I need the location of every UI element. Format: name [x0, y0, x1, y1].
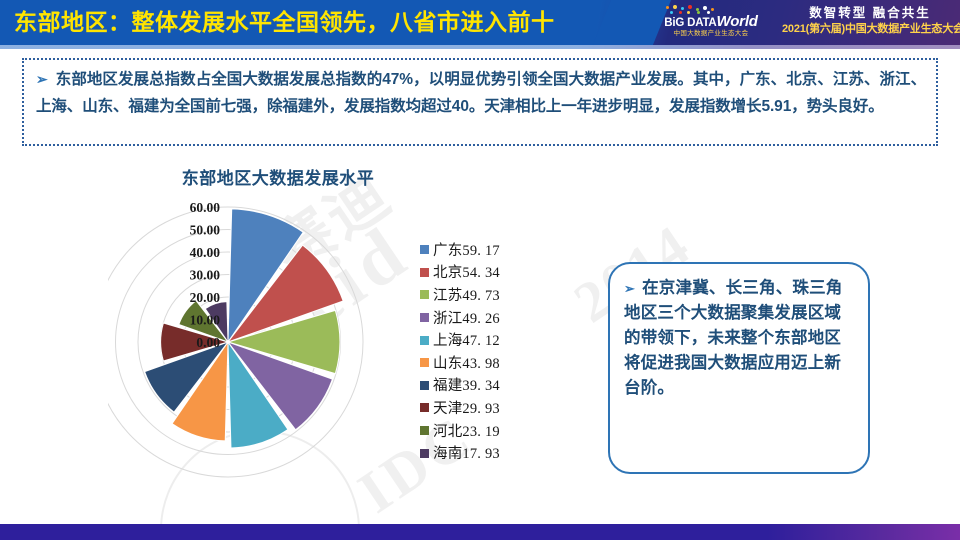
- legend-item: 河北23. 19: [420, 419, 562, 442]
- polar-wedge-山东: [171, 340, 229, 442]
- legend-item: 天津29. 93: [420, 396, 562, 419]
- logo-bigdata-text: BiG DATA: [664, 17, 717, 29]
- conclusion-box: ➢ 在京津冀、长三角、珠三角地区三个大数据聚集发展区域的带领下，未来整个东部地区将…: [608, 262, 870, 474]
- legend-item: 浙江49. 26: [420, 306, 562, 329]
- legend-swatch-icon: [420, 448, 429, 458]
- legend-swatch-icon: [420, 403, 429, 413]
- legend-item-label: 江苏49. 73: [433, 287, 500, 304]
- summary-callout-text: ➢ 东部地区发展总指数占全国大数据发展总指数的47%，以明显优势引领全国大数据产业…: [36, 66, 926, 120]
- header-underline: [0, 45, 960, 49]
- legend-item: 北京54. 34: [420, 261, 562, 284]
- polar-chart-svg: 0.00 10.00 20.00 30.00 40.00 50.00 60.00: [108, 200, 364, 478]
- polar-wedge-海南: [204, 301, 229, 344]
- polar-radial-tick-label: 10.00: [190, 313, 221, 328]
- polar-radial-tick-label: 50.00: [190, 223, 221, 238]
- polar-wedge-天津: [160, 322, 230, 362]
- legend-swatch-icon: [420, 335, 429, 345]
- legend-item-label: 广东59. 17: [433, 242, 500, 259]
- legend-item-label: 山东43. 98: [433, 355, 500, 372]
- header-bar: 东部地区：整体发展水平全国领先，八省市进入前十 BiG DATAWorld 中国…: [0, 0, 960, 45]
- legend-item-label: 河北23. 19: [433, 423, 500, 440]
- bullet-arrow-icon-2: ➢: [624, 281, 636, 296]
- legend-item: 广东59. 17: [420, 238, 562, 261]
- legend-item-label: 海南17. 93: [433, 446, 500, 463]
- polar-wedge-上海: [227, 340, 289, 449]
- logo-subtitle: 中国大数据产业生态大会: [673, 30, 749, 37]
- conclusion-text: ➢ 在京津冀、长三角、珠三角地区三个大数据聚集发展区域的带领下，未来整个东部地区将…: [624, 276, 854, 401]
- chart-title: 东部地区大数据发展水平: [181, 169, 375, 188]
- legend-item: 上海47. 12: [420, 328, 562, 351]
- polar-chart-plot: 0.00 10.00 20.00 30.00 40.00 50.00 60.00: [108, 190, 438, 490]
- polar-wedge-广东: [227, 208, 304, 344]
- chart-legend: 广东59. 17 北京54. 34 江苏49. 73 浙江49. 26 上海47. 12…: [420, 238, 562, 464]
- footer-bar: [0, 524, 960, 540]
- polar-radial-tick-label: 30.00: [190, 268, 221, 283]
- polar-radial-tick-label: 40.00: [190, 245, 221, 260]
- legend-item: 福建39. 34: [420, 374, 562, 397]
- legend-item-label: 上海47. 12: [433, 333, 500, 350]
- summary-callout-body: 东部地区发展总指数占全国大数据发展总指数的47%，以明显优势引领全国大数据产业发…: [36, 71, 926, 115]
- polar-wedge-江苏: [226, 309, 341, 375]
- header-diagonal-accent: [630, 0, 960, 45]
- legend-swatch-icon: [420, 380, 429, 390]
- bullet-arrow-icon: ➢: [36, 71, 48, 87]
- legend-item-label: 天津29. 93: [433, 400, 500, 417]
- logo-world-text: World: [716, 13, 758, 30]
- legend-item-label: 福建39. 34: [433, 378, 500, 395]
- legend-item: 山东43. 98: [420, 351, 562, 374]
- polar-wedge-福建: [143, 340, 230, 413]
- summary-callout-box: ➢ 东部地区发展总指数占全国大数据发展总指数的47%，以明显优势引领全国大数据产业…: [22, 58, 938, 146]
- chart-container: 东部地区大数据发展水平 0.00 10.00 20.00 30.00 40.00 50.0…: [108, 158, 563, 498]
- legend-swatch-icon: [420, 426, 429, 436]
- conclusion-body: 在京津冀、长三角、珠三角地区三个大数据聚集发展区域的带领下，未来整个东部地区将促…: [624, 279, 843, 397]
- polar-wedge-河北: [178, 299, 230, 344]
- legend-swatch-icon: [420, 245, 429, 255]
- polar-radial-tick-label: 0.00: [196, 335, 220, 350]
- logo-dots-icon: [652, 5, 770, 16]
- polar-radial-tick-label: 60.00: [190, 200, 221, 215]
- conference-slogan: 数智转型 融合共生 2021(第六届)中国大数据产业生态大会: [782, 5, 960, 37]
- polar-grid-circle: [108, 206, 364, 478]
- legend-item: 江苏49. 73: [420, 283, 562, 306]
- legend-item-label: 浙江49. 26: [433, 310, 500, 327]
- logo-wordmark: BiG DATAWorld: [652, 13, 770, 30]
- slogan-line-1: 数智转型 融合共生: [809, 6, 931, 20]
- polar-grid-circle: [115, 229, 341, 455]
- legend-swatch-icon: [420, 290, 429, 300]
- page-title: 东部地区：整体发展水平全国领先，八省市进入前十: [14, 9, 555, 35]
- polar-wedge-北京: [226, 244, 344, 344]
- slogan-line-2: 2021(第六届)中国大数据产业生态大会: [782, 23, 960, 35]
- legend-swatch-icon: [420, 313, 429, 323]
- legend-item: 海南17. 93: [420, 441, 562, 464]
- legend-swatch-icon: [420, 358, 429, 368]
- legend-swatch-icon: [420, 267, 429, 277]
- polar-radial-tick-label: 20.00: [190, 290, 221, 305]
- bigdata-world-logo: BiG DATAWorld 中国大数据产业生态大会: [652, 5, 770, 41]
- polar-wedge-浙江: [226, 340, 334, 431]
- legend-item-label: 北京54. 34: [433, 265, 500, 282]
